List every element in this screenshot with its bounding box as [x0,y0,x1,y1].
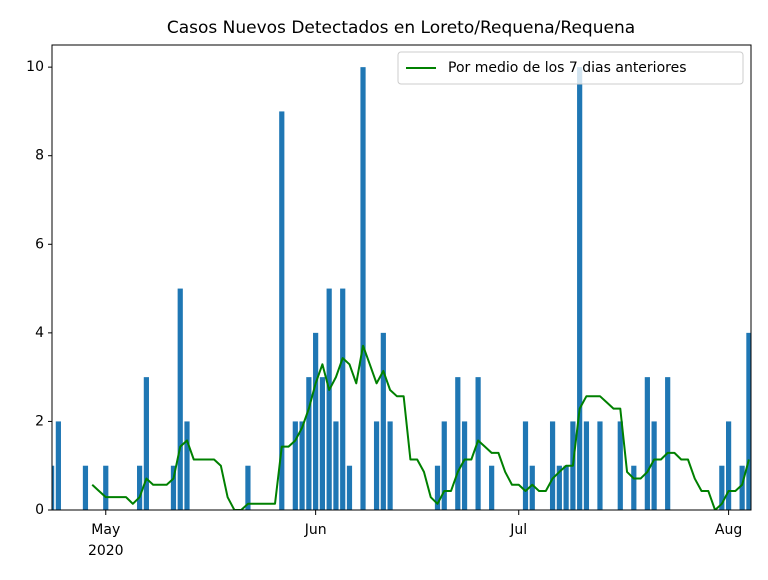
bar [177,288,183,510]
bar [184,421,190,510]
y-tick-label: 4 [35,325,44,341]
bar [299,421,305,510]
bar [387,421,393,510]
bar [340,288,346,510]
bar [644,377,650,510]
legend: Por medio de los 7 dias anteriores [397,51,744,85]
y-tick-label: 0 [35,502,44,518]
bar [665,377,671,510]
bar [292,421,298,510]
bar [143,377,149,510]
bar [434,465,441,510]
bar [170,465,177,510]
bar [577,67,583,510]
bar [583,421,590,510]
bar [489,465,495,510]
bar [739,465,745,510]
axes: 0 2 4 6 8 10 May 2020 Jun Jul Aug [26,59,742,559]
bar [556,465,562,510]
bar [360,67,366,510]
bar [279,111,285,510]
plot-area [52,67,751,510]
bar [726,421,732,510]
bar [441,421,447,510]
x-year-label: 2020 [88,543,124,559]
x-tick-label: Aug [715,522,742,538]
bar [137,465,143,510]
bar [522,421,529,510]
bar [326,288,332,510]
legend-box [397,51,744,85]
bar [346,465,353,510]
bar [52,465,55,510]
bar [380,332,386,510]
x-tick-label: Jun [304,522,327,538]
y-tick-label: 2 [35,413,44,429]
bar [245,465,251,510]
bar [313,332,319,510]
line [91,344,750,510]
bar [461,421,468,510]
bar [549,421,556,510]
bar [529,465,535,510]
axes-frame [51,44,752,511]
bar [333,421,339,510]
y-tick-label: 10 [26,59,44,75]
x-tick-label: Jul [509,522,527,538]
bar [651,421,657,510]
legend-label: Por medio de los 7 dias anteriores [448,60,687,76]
bar [82,465,89,510]
bar [103,465,109,510]
bar [373,421,380,510]
bar [475,377,481,510]
bar [55,421,61,510]
bar [306,377,312,510]
bar [631,465,637,510]
bar [617,421,623,510]
bar [719,465,725,510]
bar [455,377,461,510]
y-tick-label: 6 [35,236,44,252]
x-tick-label: May [91,522,120,538]
bar [746,332,751,510]
bar [563,465,569,510]
bar [597,421,603,510]
chart-title: Casos Nuevos Detectados en Loreto/Requen… [167,18,635,38]
bar [319,377,325,510]
y-tick-label: 8 [35,148,44,164]
